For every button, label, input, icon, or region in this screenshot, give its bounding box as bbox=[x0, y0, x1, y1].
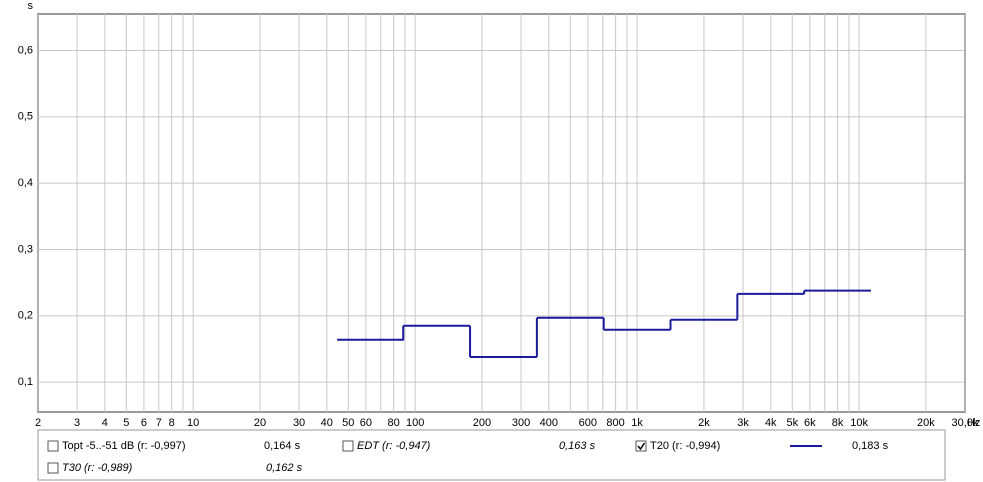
y-unit: s bbox=[28, 0, 34, 12]
x-tick-label: 7 bbox=[156, 417, 162, 429]
checkbox[interactable] bbox=[342, 440, 354, 452]
grid bbox=[37, 14, 966, 412]
x-tick-label: 4 bbox=[102, 417, 108, 429]
x-unit: Hz bbox=[967, 417, 980, 429]
x-tick-label: 6k bbox=[804, 417, 816, 429]
y-tick-label: 0,2 bbox=[18, 310, 33, 322]
x-tick-label: 400 bbox=[540, 417, 558, 429]
legend-label: T20 (r: -0,994) bbox=[650, 440, 720, 452]
x-tick-label: 600 bbox=[579, 417, 597, 429]
x-tick-label: 800 bbox=[606, 417, 624, 429]
x-tick-label: 50 bbox=[342, 417, 354, 429]
y-tick-label: 0,4 bbox=[18, 177, 33, 189]
y-tick-label: 0,3 bbox=[18, 243, 33, 255]
x-tick-label: 200 bbox=[473, 417, 491, 429]
x-tick-label: 100 bbox=[406, 417, 424, 429]
x-tick-label: 8k bbox=[832, 417, 844, 429]
x-tick-label: 10 bbox=[187, 417, 199, 429]
x-tick-label: 40 bbox=[321, 417, 333, 429]
legend-value: 0,163 s bbox=[559, 440, 596, 452]
legend-label: EDT (r: -0,947) bbox=[357, 440, 431, 452]
y-tick-label: 0,1 bbox=[18, 376, 33, 388]
x-tick-label: 10k bbox=[850, 417, 868, 429]
x-tick-label: 20 bbox=[254, 417, 266, 429]
x-tick-label: 5k bbox=[786, 417, 798, 429]
y-tick-label: 0,5 bbox=[18, 111, 33, 123]
x-tick-label: 5 bbox=[123, 417, 129, 429]
legend-label: Topt -5..-51 dB (r: -0,997) bbox=[62, 440, 186, 452]
x-tick-label: 8 bbox=[169, 417, 175, 429]
x-tick-label: 3 bbox=[74, 417, 80, 429]
legend-value: 0,164 s bbox=[264, 440, 301, 452]
x-tick-label: 2k bbox=[698, 417, 710, 429]
x-tick-label: 3k bbox=[737, 417, 749, 429]
checkbox[interactable] bbox=[47, 462, 59, 474]
y-tick-label: 0,6 bbox=[18, 44, 33, 56]
legend-box bbox=[37, 429, 946, 481]
x-tick-label: 4k bbox=[765, 417, 777, 429]
x-tick-label: 30 bbox=[293, 417, 305, 429]
checkbox[interactable] bbox=[635, 440, 647, 452]
legend-value: 0,183 s bbox=[852, 440, 889, 452]
x-tick-label: 6 bbox=[141, 417, 147, 429]
plot-area bbox=[37, 13, 966, 413]
x-tick-label: 20k bbox=[917, 417, 935, 429]
x-tick-label: 2 bbox=[35, 417, 41, 429]
legend-value: 0,162 s bbox=[266, 462, 303, 474]
legend-label: T30 (r: -0,989) bbox=[62, 462, 133, 474]
x-tick-label: 1k bbox=[631, 417, 643, 429]
checkbox[interactable] bbox=[47, 440, 59, 452]
x-tick-label: 300 bbox=[512, 417, 530, 429]
x-tick-label: 80 bbox=[387, 417, 399, 429]
x-tick-label: 30,0k bbox=[952, 417, 979, 429]
x-tick-label: 60 bbox=[360, 417, 372, 429]
checkmark bbox=[637, 442, 646, 451]
